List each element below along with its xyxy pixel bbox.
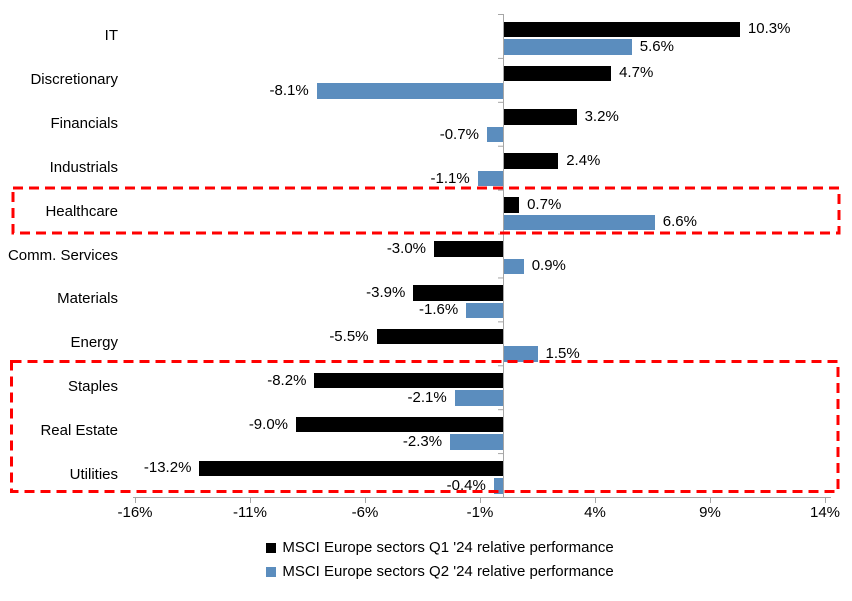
x-tick-label-14pct: 14% <box>809 504 841 521</box>
bar-q1-it <box>503 21 740 38</box>
x-tick-label-neg11pct: -11% <box>233 504 267 521</box>
legend: MSCI Europe sectors Q1 '24 relative perf… <box>14 538 852 581</box>
bar-q1-financials <box>503 109 577 125</box>
legend-label-q2: MSCI Europe sectors Q2 '24 relative perf… <box>282 563 614 580</box>
category-label-energy: Energy <box>70 334 118 352</box>
category-label-industrials: Industrials <box>49 158 118 176</box>
bar-q2-discretionary <box>316 83 503 99</box>
category-label-materials: Materials <box>57 290 118 308</box>
value-label-q2-real-estate: -2.3% <box>402 433 443 451</box>
x-tick-label-neg6pct: -6% <box>351 504 379 521</box>
bar-q2-materials <box>466 302 503 319</box>
value-label-q1-utilities: -13.2% <box>143 459 192 477</box>
bar-q1-industrials <box>503 153 559 169</box>
category-label-comm-services: Comm. Services <box>7 246 118 264</box>
bar-q1-real-estate <box>296 416 503 433</box>
legend-item-q2: MSCI Europe sectors Q2 '24 relative perf… <box>266 562 614 581</box>
category-label-financials: Financials <box>50 114 118 132</box>
bar-q1-utilities <box>199 460 503 477</box>
value-label-q2-healthcare: 6.6% <box>662 213 697 231</box>
category-label-real-estate: Real Estate <box>40 422 118 440</box>
bar-q1-comm-services <box>434 241 503 257</box>
value-label-q1-comm-services: -3.0% <box>386 239 426 257</box>
category-label-healthcare: Healthcare <box>45 202 118 220</box>
value-label-q2-it: 5.6% <box>639 37 674 55</box>
value-label-q1-industrials: 2.4% <box>566 152 601 170</box>
x-tick-label-neg1pct: -1% <box>466 504 494 521</box>
bar-q2-it <box>503 39 632 55</box>
value-label-q2-utilities: -0.4% <box>446 476 486 494</box>
value-label-q1-financials: 3.2% <box>584 108 619 126</box>
bar-q2-healthcare <box>503 214 655 231</box>
value-label-q1-discretionary: 4.7% <box>619 64 654 82</box>
value-label-q1-real-estate: -9.0% <box>248 415 288 433</box>
value-label-q1-healthcare: 0.7% <box>527 195 562 213</box>
category-label-utilities: Utilities <box>69 466 118 484</box>
x-tick-label-4pct: 4% <box>584 504 606 521</box>
bar-q1-healthcare <box>503 197 520 213</box>
value-label-q1-energy: -5.5% <box>329 327 369 345</box>
bar-q2-energy <box>503 346 538 362</box>
bar-q1-staples <box>314 372 503 389</box>
x-tick-label-9pct: 9% <box>699 504 721 521</box>
bar-q2-real-estate <box>450 434 503 450</box>
highlight-box-healthcare <box>11 186 841 235</box>
bar-q2-financials <box>486 126 503 143</box>
category-label-it: IT <box>104 26 118 44</box>
bar-q2-comm-services <box>503 258 524 275</box>
value-label-q1-it: 10.3% <box>747 20 791 38</box>
bar-q1-energy <box>376 328 503 345</box>
category-label-staples: Staples <box>67 378 118 396</box>
legend-item-q1: MSCI Europe sectors Q1 '24 relative perf… <box>266 538 614 557</box>
value-label-q1-staples: -8.2% <box>267 371 307 389</box>
value-label-q2-financials: -0.7% <box>439 125 479 143</box>
value-label-q2-comm-services: 0.9% <box>531 257 566 275</box>
bar-q2-industrials <box>477 170 503 187</box>
value-label-q2-discretionary: -8.1% <box>269 81 309 99</box>
legend-swatch-q1-icon <box>266 542 277 553</box>
value-label-q2-industrials: -1.1% <box>430 169 470 187</box>
bar-q2-utilities <box>493 478 503 494</box>
x-tick-label-neg16pct: -16% <box>117 504 153 521</box>
legend-swatch-q2-icon <box>266 566 277 577</box>
bar-q1-materials <box>413 285 503 301</box>
value-label-q2-staples: -2.1% <box>407 389 447 407</box>
category-label-discretionary: Discretionary <box>30 70 118 88</box>
value-label-q2-energy: 1.5% <box>545 345 580 363</box>
value-label-q2-materials: -1.6% <box>419 301 459 319</box>
bar-q1-discretionary <box>503 65 612 81</box>
bar-q2-staples <box>454 390 503 406</box>
value-label-q1-materials: -3.9% <box>366 283 406 301</box>
legend-label-q1: MSCI Europe sectors Q1 '24 relative perf… <box>282 539 614 556</box>
